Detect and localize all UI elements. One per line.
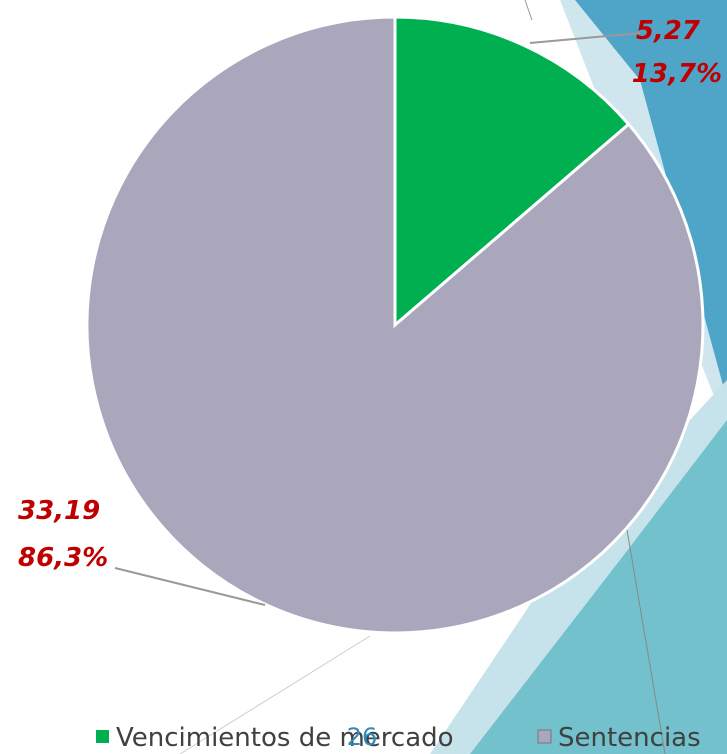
- legend-label: Sentencias: [558, 723, 701, 753]
- value-label: 5,27: [636, 16, 701, 46]
- page: 5,27 13,7% 33,19 86,3% Vencimientos de merc…: [0, 0, 727, 754]
- legend-swatch: [538, 730, 551, 743]
- legend-label: Vencimientos de mercado: [116, 723, 454, 753]
- value-label: 33,19: [18, 496, 100, 526]
- legend: Vencimientos de mercado Sentencias: [96, 723, 701, 753]
- legend-swatch: [96, 730, 109, 743]
- percentage-label: 13,7%: [632, 59, 722, 89]
- decor-line: [525, 0, 532, 20]
- slide: 5,27 13,7% 33,19 86,3% Vencimientos de merc…: [0, 0, 727, 754]
- percentage-label: 86,3%: [18, 543, 108, 573]
- pie: [87, 17, 703, 633]
- page-number: 26: [347, 723, 378, 751]
